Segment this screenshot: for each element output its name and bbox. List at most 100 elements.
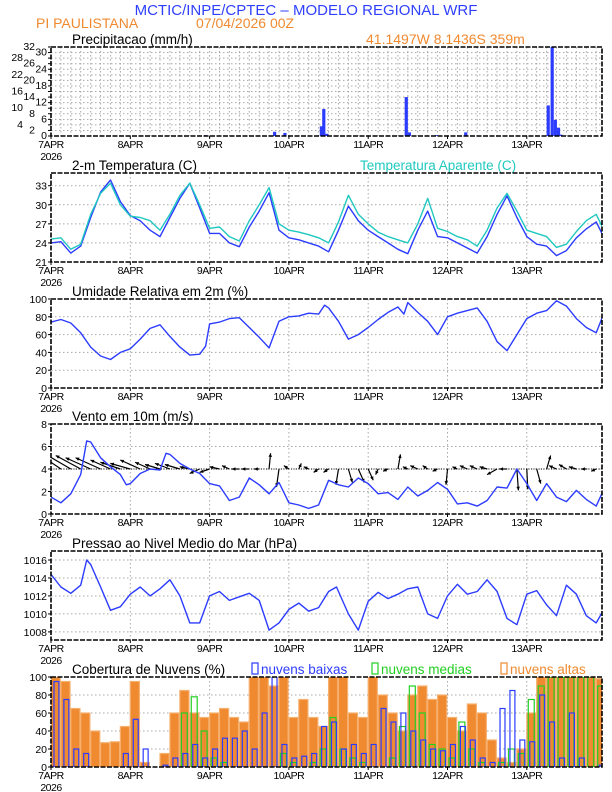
- wind-vector-arrowhead: [313, 468, 318, 473]
- cloud-medium-bar: [557, 677, 565, 767]
- cloud-low-bar: [449, 743, 457, 767]
- cloud-low-bar: [410, 730, 417, 767]
- cloud-low-bar: [360, 752, 367, 767]
- cloud-high-bar: [516, 748, 527, 767]
- y-tick-label: 2: [41, 487, 47, 499]
- x-tick-label: 13APR: [511, 265, 543, 277]
- cloud-high-bar: [139, 761, 150, 767]
- cloud-high-bar: [288, 716, 299, 767]
- y-tick-label: 30: [35, 200, 47, 212]
- cloud-low-bar: [340, 748, 347, 767]
- panel-title: Cobertura de Nuvens (%): [72, 662, 225, 677]
- cloud-high-bar: [536, 677, 547, 767]
- precip-bar: [322, 109, 326, 136]
- plot-frame: [50, 423, 603, 515]
- temp-series-line-0: [51, 179, 602, 257]
- cloud-high-bar: [278, 677, 289, 767]
- cloud-high-bar: [446, 716, 458, 767]
- legend-swatch: [251, 662, 259, 675]
- cloud-low-bar: [301, 755, 308, 767]
- legend-label: nuvens medias: [381, 662, 472, 677]
- cloud-low-bar: [162, 764, 169, 767]
- cloud-low-bar: [231, 737, 238, 767]
- cloud-high-bar: [228, 716, 240, 767]
- panel-title: Umidade Relativa em 2m (%): [72, 284, 248, 299]
- cloud-medium-bar: [577, 677, 585, 767]
- wind-vector-arrowhead: [65, 457, 70, 461]
- y-tick-label: 1010: [24, 609, 48, 621]
- cloud-low-bar: [53, 680, 60, 767]
- cloud-low-bar: [241, 730, 248, 767]
- wind-vector-arrowhead: [432, 468, 437, 472]
- wind-vector-arrowhead: [164, 463, 169, 468]
- cloud-low-bar: [489, 761, 496, 767]
- y-tick-label: 8: [29, 108, 35, 120]
- x-tick-label: 12APR: [432, 265, 464, 277]
- y-tick-label: 80: [35, 312, 47, 324]
- x-axis-year: 2026: [40, 655, 62, 667]
- cloud-low-bar: [83, 752, 90, 767]
- x-tick-label: 8APR: [118, 517, 144, 529]
- y-tick-label: 1016: [24, 555, 48, 567]
- y-tick-label: 28: [11, 52, 23, 64]
- wind-vector-arrowhead: [402, 466, 407, 470]
- x-tick-label: 12APR: [432, 643, 464, 655]
- wind-vector-arrowhead: [179, 465, 184, 470]
- wind-vector-arrow: [51, 461, 62, 470]
- wind-vector-arrowhead: [334, 480, 339, 485]
- x-tick-label: 13APR: [511, 517, 543, 529]
- cloud-high-bar: [60, 680, 71, 767]
- plot-area: [51, 300, 602, 361]
- cloud-low-bar: [192, 743, 199, 767]
- x-tick-label: 9APR: [197, 517, 223, 529]
- y-tick-label: 27: [35, 219, 47, 231]
- cloud-low-bar: [568, 712, 575, 767]
- cloud-low-bar: [122, 752, 129, 767]
- wind-vector-arrowhead: [283, 465, 288, 470]
- cloud-high-bar: [387, 712, 398, 767]
- cloud-high-bar: [298, 698, 309, 767]
- cloud-high-bar: [129, 680, 141, 767]
- x-tick-label: 7APR: [38, 517, 64, 529]
- wind-vector-arrowhead: [549, 465, 554, 469]
- precip-bar: [325, 133, 329, 136]
- y-tick-label: 22: [11, 69, 23, 81]
- cloud-low-bar: [558, 757, 566, 767]
- rh-panel: 0 20 40 60 80 100 7APR 8APR 9APR 10APR 11APR 12APR 1…: [29, 284, 603, 415]
- y-tick-label: 6: [41, 113, 47, 125]
- y-tick-label: 26: [23, 58, 35, 70]
- cloud-high-bar: [456, 730, 468, 767]
- cloud-low-bar: [539, 694, 546, 767]
- wind-vector-arrowhead: [135, 462, 140, 466]
- cloud-high-bar: [506, 761, 517, 767]
- y-tick-label: 60: [35, 330, 47, 342]
- x-tick-label: 11APR: [353, 139, 384, 151]
- cloud-low-bar: [73, 748, 80, 767]
- cloud-medium-bar: [527, 698, 535, 767]
- cloud-low-bar: [548, 721, 556, 767]
- x-tick-label: 13APR: [511, 391, 543, 403]
- x-tick-label: 10APR: [274, 139, 306, 151]
- y-tick-label: 6: [41, 442, 47, 454]
- cloud-high-bar: [80, 712, 91, 767]
- x-tick-label: 8APR: [118, 770, 144, 782]
- wind-vector-arrowhead: [189, 470, 194, 474]
- wind-vector-arrowhead: [581, 467, 585, 471]
- wind-vector-arrowhead: [375, 470, 379, 475]
- location-label: PI PAULISTANA: [36, 15, 139, 31]
- wind-vector-arrowhead: [298, 463, 302, 468]
- cloud-high-bar: [209, 712, 220, 767]
- precip-bar: [546, 105, 550, 136]
- plot-frame: [50, 550, 603, 641]
- cloud-high-bar: [248, 677, 259, 767]
- wind-vector-arrowhead: [303, 466, 308, 470]
- cloud-high-bar: [268, 685, 279, 767]
- precip-bar: [273, 131, 277, 136]
- cloud-low-bar: [509, 689, 516, 767]
- rh-series-line-0: [51, 300, 602, 361]
- x-tick-label: 12APR: [432, 391, 464, 403]
- cloud-high-bar: [238, 721, 250, 767]
